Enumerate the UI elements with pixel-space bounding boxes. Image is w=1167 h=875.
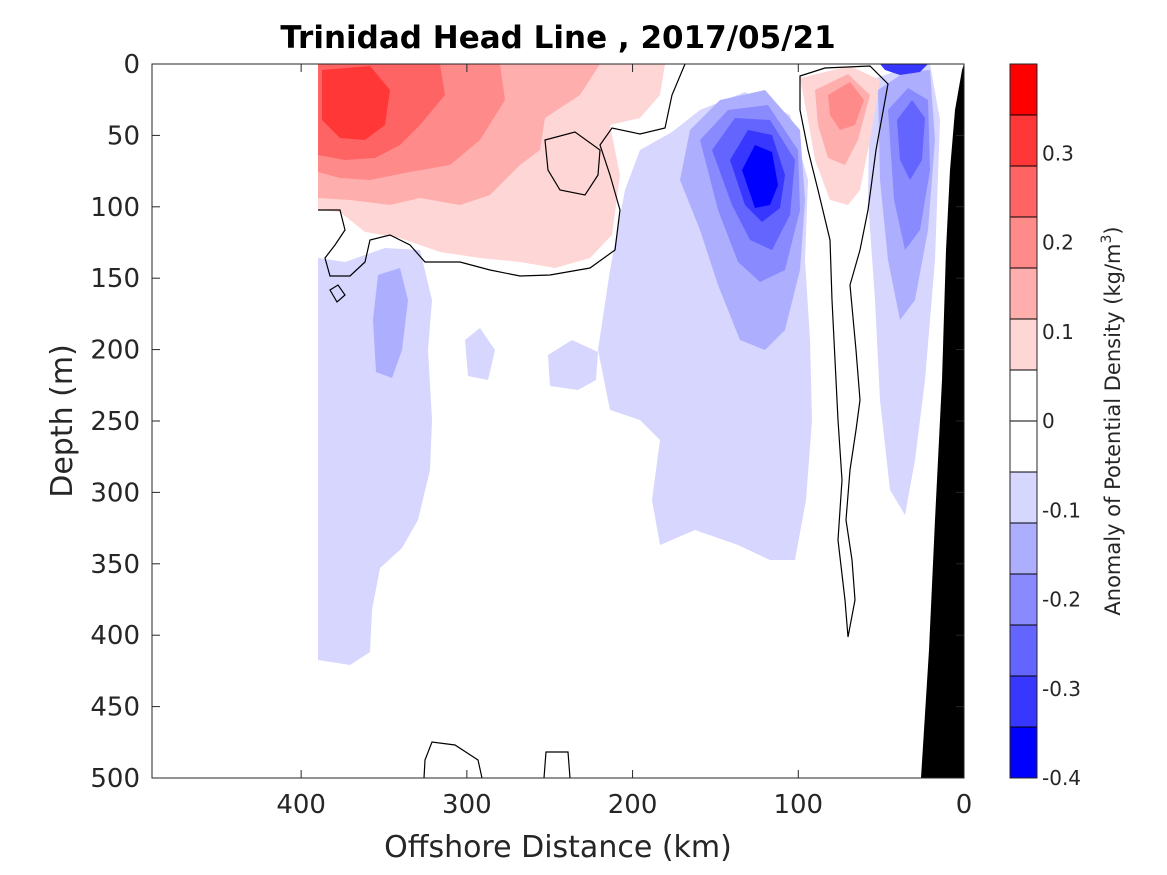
contour-pos-level5-offshore [322,66,390,140]
y-tick-label: 500 [90,764,140,794]
colorbar-segment [1010,370,1037,422]
zero-contour-loop-b [329,284,346,303]
colorbar-tick-label: -0.3 [1042,677,1081,701]
y-tick-label: 450 [90,693,140,723]
contour-neg-surface-core [880,64,928,75]
x-tick-label: 0 [956,790,973,820]
contour-neg-level1-small-b [465,328,495,380]
zero-contour-bottom-b [543,751,571,778]
colorbar-segment [1010,472,1037,524]
y-tick-label: 100 [90,193,140,223]
y-tick-label: 150 [90,264,140,294]
y-tick-label: 0 [123,50,140,80]
x-tick-label: 300 [442,790,492,820]
y-axis: 0 50 100 150 200 250 300 350 400 450 500 [90,50,964,794]
colorbar-tick-label: -0.2 [1042,588,1081,612]
x-tick-label: 200 [608,790,658,820]
colorbar-tick-label: -0.1 [1042,498,1081,522]
colorbar-segment [1010,727,1037,779]
x-tick-label: 100 [773,790,823,820]
y-tick-label: 300 [90,478,140,508]
zero-contour-loop-a [544,131,601,196]
colorbar-tick-label: -0.4 [1042,766,1081,790]
colorbar-segment [1010,115,1037,167]
colorbar-segment [1010,166,1037,218]
zero-contour-main [318,64,686,277]
colorbar-segment [1010,523,1037,575]
x-axis: 400 300 200 100 0 [276,64,972,820]
colorbar-tick-label: 0.2 [1042,231,1074,255]
x-axis-label: Offshore Distance (km) [384,830,732,865]
contour-field [318,64,964,778]
colorbar-segment [1010,574,1037,626]
contour-neg-level1-small-a [548,340,598,390]
colorbar-tick-label: 0.3 [1042,141,1074,165]
colorbar [1010,64,1037,779]
colorbar-frame [1009,63,1038,779]
colorbar-tick-label: 0 [1042,409,1055,433]
contour-neg-level1-offshore [318,248,432,665]
zero-contour-nearshore [799,65,889,638]
contour-neg-level6-mid [742,145,778,208]
contour-pos-level3-nearshore [828,82,864,130]
y-tick-label: 250 [90,407,140,437]
y-tick-label: 50 [107,121,140,151]
y-tick-label: 200 [90,336,140,366]
colorbar-segment [1010,319,1037,371]
colorbar-segment [1010,676,1037,728]
colorbar-label-superscript: 3 [1099,235,1115,244]
contour-neg-level4-coastal [897,100,925,180]
x-tick-label: 400 [276,790,326,820]
colorbar-tick-label: 0.1 [1042,320,1074,344]
contour-neg-level2-offshore [373,268,408,378]
zero-contour-lines [318,64,889,778]
colorbar-segment [1010,217,1037,269]
colorbar-segment [1010,268,1037,320]
colorbar-segment [1010,64,1037,116]
y-axis-label: Depth (m) [45,344,80,498]
colorbar-ticks: 0.3 0.2 0.1 0 -0.1 -0.2 -0.3 -0.4 [1042,141,1081,790]
colorbar-segment [1010,421,1037,473]
colorbar-segment [1010,625,1037,677]
zero-contour-bottom-a [423,741,483,778]
bathymetry-seafloor [921,64,964,778]
y-tick-label: 350 [90,550,140,580]
chart-title: Trinidad Head Line , 2017/05/21 [280,20,835,56]
y-tick-label: 400 [90,621,140,651]
colorbar-label-text: Anomaly of Potential Density (kg/m [1101,244,1125,616]
colorbar-label-close: ) [1101,226,1125,234]
colorbar-label: Anomaly of Potential Density (kg/m3) [1099,226,1125,615]
